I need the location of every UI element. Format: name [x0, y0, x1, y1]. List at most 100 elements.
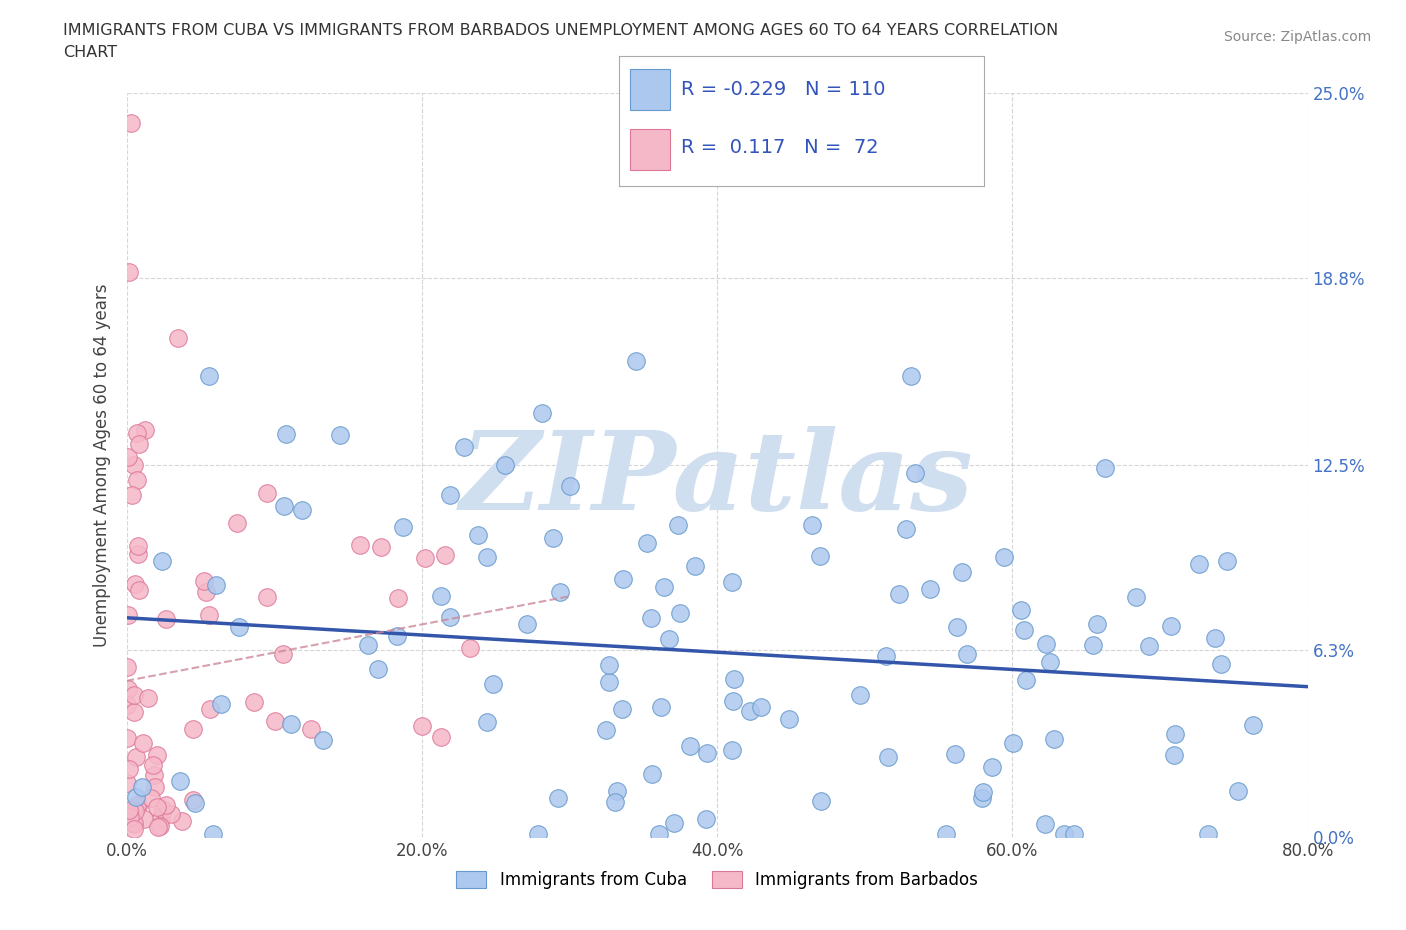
Point: [1125, 590, 1147, 604]
Point: [120, 810, 142, 825]
Point: [387, 628, 409, 643]
Point: [209, 697, 232, 711]
Point: [541, 530, 564, 545]
Legend: Immigrants from Cuba, Immigrants from Barbados: Immigrants from Cuba, Immigrants from Ba…: [450, 864, 984, 896]
Point: [606, 784, 628, 799]
Point: [648, 827, 671, 842]
Point: [124, 790, 146, 804]
Point: [636, 536, 658, 551]
Point: [205, 578, 228, 593]
Point: [624, 353, 647, 368]
Point: [467, 527, 489, 542]
Point: [943, 747, 966, 762]
Point: [658, 631, 681, 646]
Point: [738, 704, 761, 719]
Point: [127, 799, 149, 814]
Point: [115, 659, 138, 674]
Point: [475, 714, 498, 729]
Point: [136, 691, 159, 706]
Point: [1160, 618, 1182, 633]
Point: [612, 571, 634, 586]
Point: [1163, 726, 1185, 741]
Point: [482, 677, 505, 692]
Point: [413, 551, 436, 565]
Point: [1014, 622, 1036, 637]
Bar: [630, 69, 669, 111]
Point: [477, 550, 499, 565]
Point: [598, 658, 620, 672]
Point: [280, 717, 302, 732]
Point: [124, 577, 146, 591]
Point: [202, 827, 225, 842]
Point: [558, 479, 581, 494]
Point: [720, 574, 742, 589]
Point: [679, 739, 702, 754]
Point: [904, 466, 927, 481]
Point: [122, 816, 145, 830]
Text: Source: ZipAtlas.com: Source: ZipAtlas.com: [1223, 30, 1371, 44]
Point: [181, 722, 204, 737]
Point: [458, 641, 481, 656]
Point: [122, 458, 145, 472]
Point: [198, 608, 221, 623]
Point: [125, 425, 148, 440]
Point: [1035, 636, 1057, 651]
Point: [1216, 554, 1239, 569]
Point: [125, 797, 148, 812]
Point: [1063, 827, 1085, 842]
Point: [125, 472, 148, 487]
Point: [256, 590, 278, 604]
Point: [1081, 638, 1104, 653]
Point: [122, 705, 145, 720]
Point: [127, 547, 149, 562]
Point: [685, 559, 707, 574]
Point: [1085, 617, 1108, 631]
Point: [370, 540, 392, 555]
Point: [349, 538, 371, 552]
Point: [950, 565, 973, 579]
Point: [595, 723, 617, 737]
Point: [226, 516, 249, 531]
Point: [131, 779, 153, 794]
Point: [650, 699, 672, 714]
Point: [1015, 672, 1038, 687]
Point: [1241, 718, 1264, 733]
Point: [1137, 639, 1160, 654]
Point: [155, 798, 177, 813]
Point: [1002, 735, 1025, 750]
Point: [183, 795, 205, 810]
Point: [115, 776, 138, 790]
Point: [181, 792, 204, 807]
Point: [848, 687, 870, 702]
Point: [115, 698, 138, 712]
Point: [128, 582, 150, 597]
Bar: [630, 128, 669, 170]
Point: [603, 795, 626, 810]
Point: [434, 547, 457, 562]
Point: [264, 714, 287, 729]
Point: [149, 811, 172, 826]
Point: [132, 736, 155, 751]
Point: [146, 800, 169, 815]
Point: [228, 620, 250, 635]
Point: [526, 827, 548, 842]
Point: [256, 485, 278, 500]
Point: [1204, 631, 1226, 645]
Point: [641, 767, 664, 782]
Point: [117, 761, 139, 776]
Point: [1188, 556, 1211, 571]
Point: [121, 487, 143, 502]
Point: [1053, 827, 1076, 842]
Point: [155, 612, 177, 627]
Point: [392, 520, 415, 535]
Point: [291, 503, 314, 518]
Point: [193, 574, 215, 589]
Point: [117, 607, 139, 622]
Point: [494, 458, 516, 472]
Point: [118, 803, 141, 817]
Point: [751, 699, 773, 714]
Point: [124, 687, 146, 702]
Point: [516, 617, 538, 631]
Point: [808, 549, 831, 564]
Point: [141, 790, 163, 805]
